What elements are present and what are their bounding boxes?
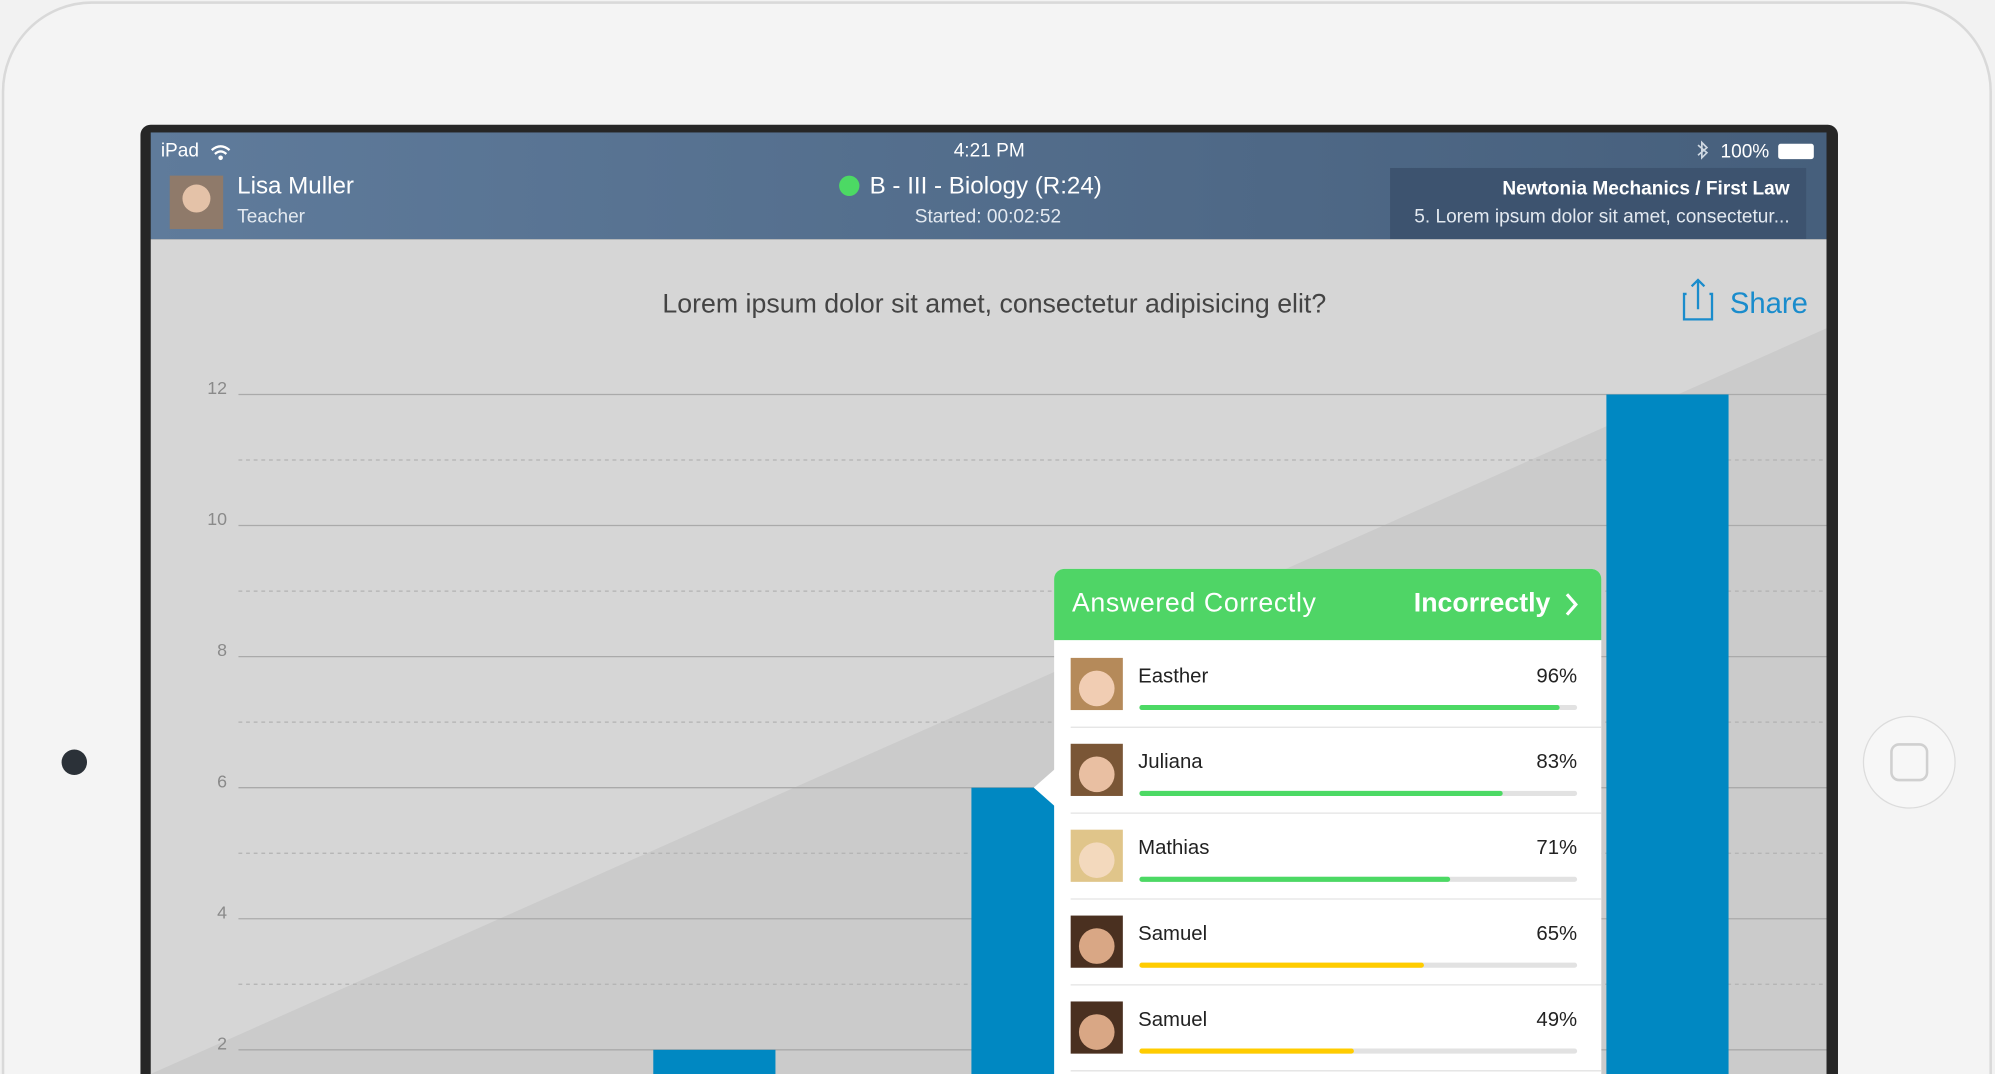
tab-incorrect[interactable]: Incorrectly xyxy=(1414,588,1551,618)
popover-pointer xyxy=(1033,768,1056,807)
y-tick-label: 8 xyxy=(217,640,227,660)
bar xyxy=(653,1049,776,1074)
lesson-box[interactable] xyxy=(1390,167,1807,240)
lesson-title: Newtonia Mechanics / First Law xyxy=(1502,179,1789,200)
share-button[interactable]: Share xyxy=(1682,278,1808,321)
user-name: Lisa Muller xyxy=(237,172,354,199)
bluetooth-icon xyxy=(1697,140,1709,160)
student-row[interactable]: Easther 96% xyxy=(1070,657,1602,728)
y-tick-label: 2 xyxy=(217,1033,227,1053)
device-label: iPad xyxy=(161,140,199,161)
user-role: Teacher xyxy=(237,207,306,228)
bar xyxy=(1606,394,1729,1074)
battery-label: 100% xyxy=(1720,142,1769,163)
y-tick-label: 4 xyxy=(217,902,227,922)
wifi-dot xyxy=(218,155,223,161)
clock: 4:21 PM xyxy=(954,140,1025,161)
y-tick-label: 10 xyxy=(207,509,227,529)
user-face xyxy=(182,184,211,213)
home-icon xyxy=(1890,743,1929,782)
popover-body xyxy=(1054,568,1602,1074)
student-face xyxy=(1078,756,1115,793)
question: Lorem ipsum dolor sit amet, consectetur … xyxy=(662,288,1326,318)
student-name: Samuel xyxy=(1138,1009,1207,1031)
student-score: 65% xyxy=(1536,923,1577,945)
popover-header xyxy=(1054,568,1602,641)
progress-fill xyxy=(1139,790,1503,796)
y-tick-label: 6 xyxy=(217,771,227,791)
wifi-icon xyxy=(210,145,231,155)
class-name: B - III - Biology (R:24) xyxy=(870,172,1102,199)
share-icon xyxy=(1682,278,1714,321)
student-name: Mathias xyxy=(1138,837,1209,859)
student-name: Easther xyxy=(1138,665,1208,687)
answer-popover: Answered Correctly Incorrectly Easther 96… xyxy=(1033,568,1602,1074)
student-face xyxy=(1078,842,1115,879)
progress-fill xyxy=(1139,876,1451,882)
student-row[interactable]: Juliana 83% xyxy=(1070,743,1602,814)
started-time: Started: 00:02:52 xyxy=(915,207,1061,228)
tab-correct[interactable]: Answered Correctly xyxy=(1072,588,1317,618)
student-row[interactable]: Samuel 65% xyxy=(1070,915,1602,986)
student-face xyxy=(1078,670,1115,707)
screen: iPad 4:21 PM 100% Lisa Muller Teacher B … xyxy=(150,132,1827,1074)
progress-fill xyxy=(1139,962,1424,968)
student-row[interactable]: Mathias 71% xyxy=(1070,829,1602,900)
live-indicator xyxy=(839,175,860,196)
student-score: 83% xyxy=(1536,751,1577,773)
student-name: Samuel xyxy=(1138,923,1207,945)
progress-fill xyxy=(1139,704,1560,711)
lesson-item: 5. Lorem ipsum dolor sit amet, consectet… xyxy=(1414,207,1789,228)
share-label: Share xyxy=(1730,288,1808,320)
home-button[interactable] xyxy=(1862,715,1956,809)
student-face xyxy=(1078,1014,1115,1050)
student-score: 71% xyxy=(1536,837,1577,859)
student-row[interactable]: Samuel 49% xyxy=(1070,1001,1602,1072)
y-tick-label: 12 xyxy=(207,378,227,398)
battery-icon xyxy=(1778,143,1814,160)
student-score: 49% xyxy=(1536,1009,1577,1031)
progress-fill xyxy=(1139,1048,1354,1054)
student-name: Juliana xyxy=(1138,751,1203,773)
student-face xyxy=(1078,928,1115,964)
chevron xyxy=(1565,593,1578,616)
student-score: 96% xyxy=(1536,665,1577,687)
camera xyxy=(61,749,88,775)
